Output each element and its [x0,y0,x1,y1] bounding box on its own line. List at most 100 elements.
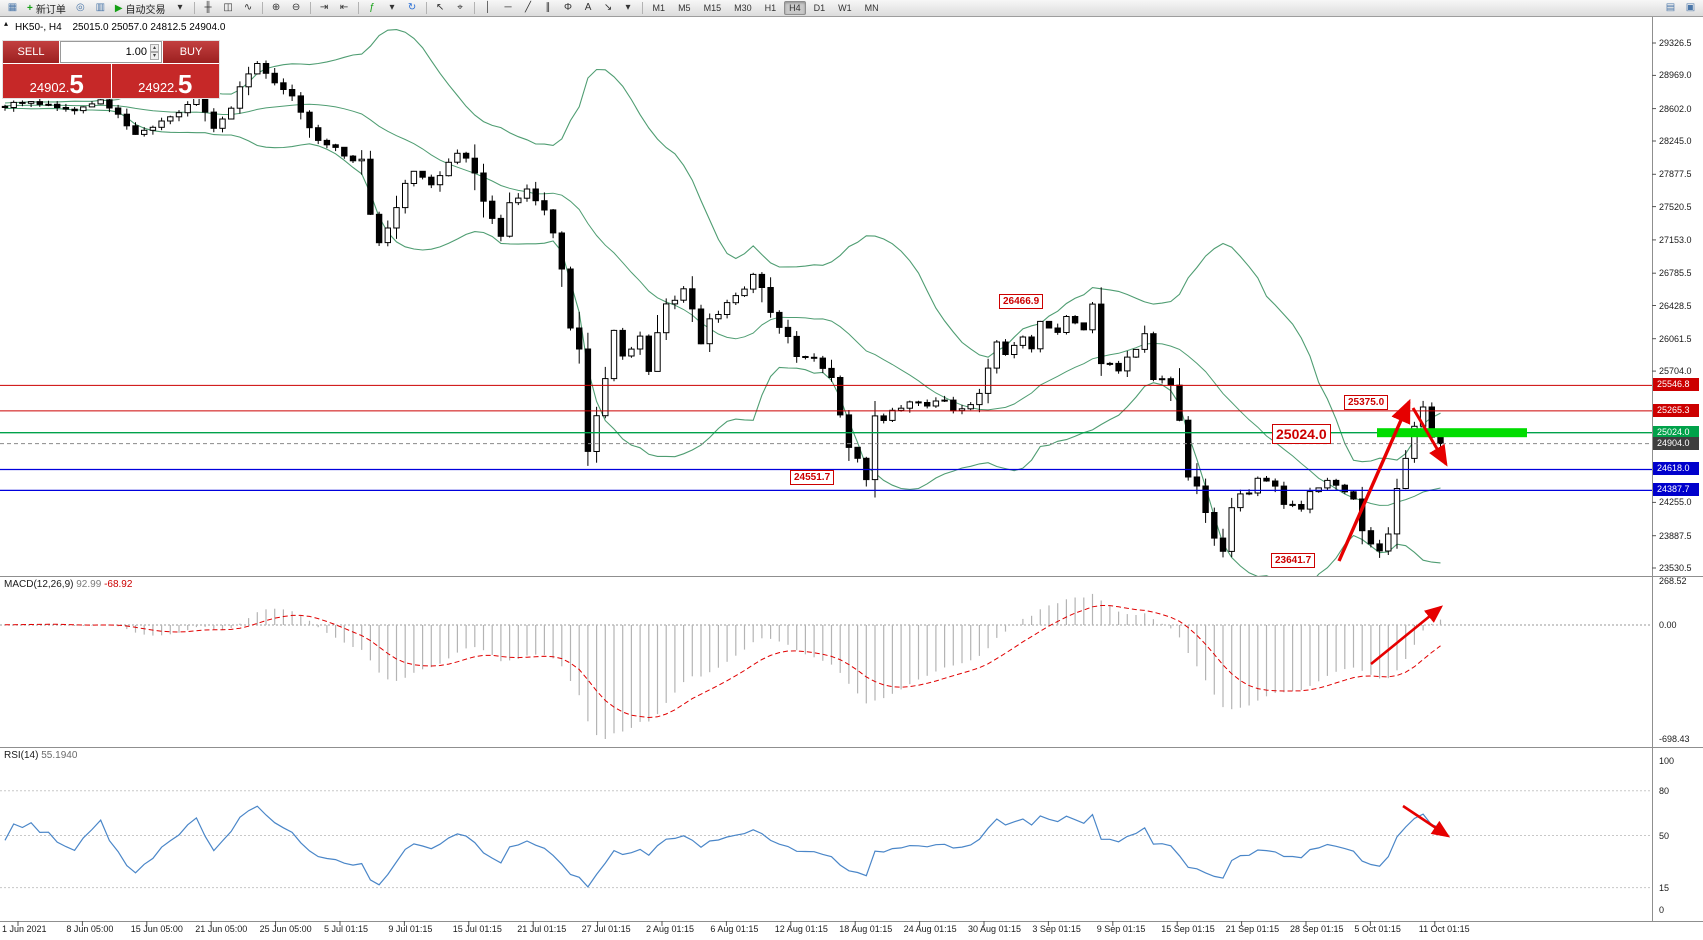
toolbar-separator [309,2,311,14]
candle-body [149,126,157,131]
price-annotation[interactable]: 26466.9 [999,294,1044,309]
candle-body [36,101,43,105]
candle-body [1063,316,1070,333]
candle-body [750,273,757,290]
candlestick-chart-icon[interactable]: ◫ [223,2,233,13]
autotrade-button[interactable]: ▶ 自动交易 [111,1,170,16]
crosshair-icon[interactable]: ⌖ [457,2,463,13]
price-annotation[interactable]: 23641.7 [1271,553,1316,568]
auto-scroll-icon[interactable]: ⇥ [319,2,329,13]
main-chart-panel[interactable] [1,29,1444,589]
cycle-icon[interactable]: ↻ [407,2,417,13]
volume-up-icon[interactable]: ▴ [149,44,159,52]
price-annotation[interactable]: 24551.7 [790,470,835,485]
candle-body [767,287,774,313]
zoom-out-icon[interactable]: ⊖ [291,2,301,13]
candle-body [567,268,574,329]
support-zone-rect[interactable] [1377,428,1527,438]
trend-arrow-down[interactable] [1411,407,1448,467]
trend-arrow-up[interactable] [1337,398,1411,562]
candle-body [10,101,17,109]
timeframe-m1-button[interactable]: M1 [652,3,666,13]
macd-name: MACD(12,26,9) [4,579,74,590]
candle-body [941,399,948,402]
macd-axis-label: 268.52 [1659,576,1687,586]
bollinger-lower-band [4,107,1441,576]
autotrade-dropdown-icon[interactable]: ▾ [177,2,183,13]
price-annotation[interactable]: 25024.0 [1272,424,1331,444]
volume-down-icon[interactable]: ▾ [149,52,159,60]
bar-chart-icon[interactable]: ╫ [204,2,212,13]
candle-body [27,101,35,104]
terminal-panel-icon[interactable]: ▣ [1685,2,1696,13]
candle-body [680,288,687,301]
timeframe-d1-button[interactable]: D1 [813,3,826,13]
shapes-dropdown-icon[interactable]: ▾ [625,2,631,13]
buy-button[interactable]: BUY [163,41,219,63]
sell-button[interactable]: SELL [3,41,59,63]
timeframe-mn-button[interactable]: MN [864,3,879,13]
new-chart-icon[interactable]: ▦ [7,2,18,13]
symbol-name: HK50-, H4 [15,22,62,33]
horizontal-line-icon[interactable]: ─ [504,2,512,13]
candle-body [697,308,705,345]
vertical-line-icon[interactable]: │ [484,2,492,13]
candle-body [889,409,896,421]
macd-arrow[interactable] [1370,605,1444,666]
timeframe-m5-button[interactable]: M5 [678,3,691,13]
macd-panel[interactable] [0,593,1652,739]
buy-price-button[interactable]: 24922. 5 [111,64,219,98]
time-axis-label: 2 Aug 01:15 [646,924,695,934]
candle-body [915,401,922,404]
new-order-button[interactable]: + 新订单 [23,1,70,16]
timeframe-m30-button[interactable]: M30 [734,3,752,13]
volume-field[interactable]: 1.00 ▴ ▾ [60,41,162,63]
channel-icon[interactable]: ∥ [545,2,551,13]
rsi-panel[interactable] [0,790,1652,889]
arrows-tool-icon[interactable]: ↘ [603,2,613,13]
indicators-dropdown-icon[interactable]: ▾ [389,2,395,13]
toolbar-separator [357,2,359,14]
timeframe-m15-button[interactable]: M15 [703,3,722,13]
price-axis-label: 29326.5 [1659,38,1692,48]
candle-body [976,392,983,406]
price-axis-label: 28245.0 [1659,135,1692,146]
data-window-icon[interactable]: ▤ [1665,2,1676,13]
time-axis-label: 28 Sep 01:15 [1290,924,1344,934]
autotrade-play-icon: ▶ [114,2,123,14]
sell-price-button[interactable]: 24902. 5 [3,64,111,98]
buy-price-main: 24922. [138,80,178,95]
timeframe-h1-button[interactable]: H1 [764,3,777,13]
price-axis-badge: 24904.0 [1653,436,1699,450]
candle-body [845,414,853,448]
timeframe-w1-button[interactable]: W1 [838,3,852,13]
cursor-icon[interactable]: ↖ [435,2,445,13]
candle-body [924,402,931,407]
trendline-icon[interactable]: ╱ [525,2,532,13]
candle-body [671,299,679,305]
candle-body [1306,491,1314,510]
price-annotation[interactable]: 25375.0 [1344,395,1389,410]
candle-body [489,200,496,219]
time-axis-label: 15 Sep 01:15 [1161,924,1215,934]
chart-shift-icon[interactable]: ⇤ [339,2,349,13]
fibonacci-icon[interactable]: Φ [564,2,573,13]
price-axis-label: 26061.5 [1659,333,1692,344]
time-axis-label: 5 Oct 01:15 [1354,924,1401,934]
navigator-icon[interactable]: ◎ [75,2,85,13]
candle-body [1280,485,1288,505]
indicators-icon[interactable]: ƒ [369,2,375,13]
one-click-toggle-icon[interactable]: ▴ [4,19,9,28]
volume-spinner[interactable]: ▴ ▾ [149,44,159,60]
timeframe-h4-button[interactable]: H4 [784,1,806,15]
time-axis-label: 21 Jul 01:15 [517,924,567,934]
zoom-in-icon[interactable]: ⊕ [271,2,281,13]
market-watch-icon[interactable]: ▥ [95,2,106,13]
macd-signal-line [4,604,1441,719]
rsi-arrow[interactable] [1402,804,1451,838]
candle-body [349,155,357,162]
candle-body [480,172,487,202]
line-chart-icon[interactable]: ∿ [243,2,253,13]
text-tool-icon[interactable]: A [584,2,592,13]
